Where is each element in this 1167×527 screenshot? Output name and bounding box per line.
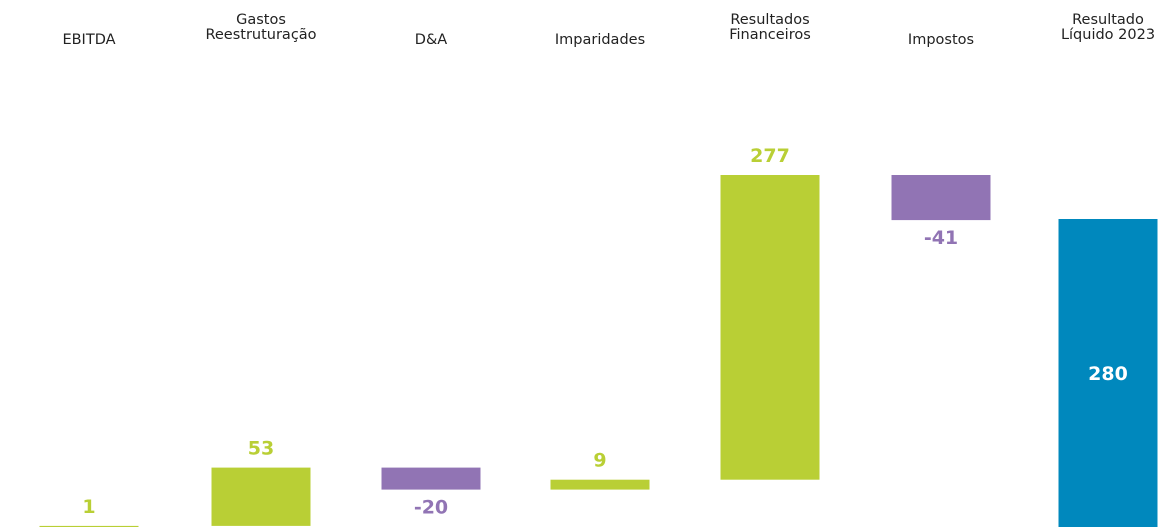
bars [39,175,1158,527]
category-label: Reestruturação [205,27,316,43]
category-label: Imparidades [555,32,645,48]
category-label: Líquido 2023 [1061,27,1155,43]
category-label: D&A [415,32,447,48]
category-label: Resultado [1072,12,1144,28]
category-label: Financeiros [729,27,811,43]
category-label: Resultados [730,12,809,28]
value-label: 9 [593,450,606,472]
bar [891,175,991,221]
value-label: 1 [82,496,95,518]
bar [381,467,481,490]
value-labels: 1 53 -20 9 277 -41 280 [82,145,1127,519]
bar [1058,219,1158,527]
value-label: 53 [248,438,274,460]
bar [550,479,650,490]
category-label: Gastos [236,12,286,28]
category-label: Impostos [908,32,974,48]
category-label: EBITDA [62,32,115,48]
bar [39,525,139,527]
bar [211,467,311,526]
value-label: -41 [924,227,958,249]
value-label: 280 [1088,363,1128,385]
value-label: 277 [750,145,790,167]
bar [720,175,820,480]
value-label: -20 [414,497,448,519]
